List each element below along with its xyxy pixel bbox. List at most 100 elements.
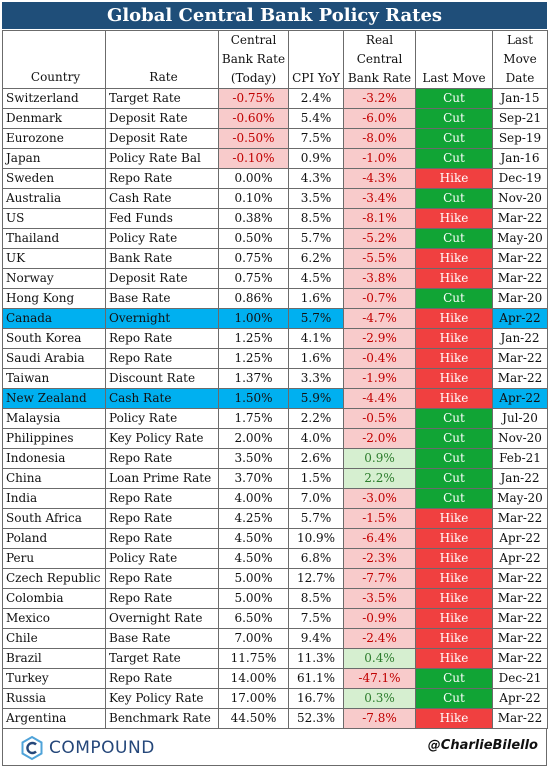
policy-rate-cell: 0.10% xyxy=(218,188,289,209)
real-rate-cell: -3.4% xyxy=(343,188,416,209)
cpi-cell: 1.5% xyxy=(288,468,344,489)
rate-name-cell: Repo Rate xyxy=(105,328,219,349)
cpi-cell: 5.9% xyxy=(288,388,344,409)
table-row: Canada Overnight 1.00% 5.7% -4.7% Hike Apr-22 xyxy=(2,308,548,329)
policy-rate-cell: 0.86% xyxy=(218,288,289,309)
table-row: Hong Kong Base Rate 0.86% 1.6% -0.7% Cut Mar-2… xyxy=(2,288,548,309)
last-move-badge: Hike xyxy=(415,388,493,409)
country-cell: Hong Kong xyxy=(2,288,106,309)
rate-name-cell: Bank Rate xyxy=(105,248,219,269)
last-move-badge: Hike xyxy=(415,568,493,589)
last-move-date-cell: Mar-22 xyxy=(492,268,548,289)
last-move-date-cell: Apr-22 xyxy=(492,548,548,569)
policy-rate-cell: -0.10% xyxy=(218,148,289,169)
country-cell: Colombia xyxy=(2,588,106,609)
last-move-badge: Cut xyxy=(415,188,493,209)
rate-name-cell: Repo Rate xyxy=(105,568,219,589)
last-move-date-cell: Apr-22 xyxy=(492,688,548,709)
real-rate-cell: -0.5% xyxy=(343,408,416,429)
table-row: New Zealand Cash Rate 1.50% 5.9% -4.4% Hike Ap… xyxy=(2,388,548,409)
last-move-badge: Cut xyxy=(415,228,493,249)
last-move-badge: Cut xyxy=(415,448,493,469)
real-rate-cell: -7.8% xyxy=(343,708,416,729)
header-rate: Rate xyxy=(105,30,219,89)
policy-rate-cell: 3.70% xyxy=(218,468,289,489)
cpi-cell: 3.5% xyxy=(288,188,344,209)
table-row: Australia Cash Rate 0.10% 3.5% -3.4% Cut Nov-2… xyxy=(2,188,548,209)
rate-name-cell: Deposit Rate xyxy=(105,268,219,289)
policy-rate-cell: 7.00% xyxy=(218,628,289,649)
table-row: Sweden Repo Rate 0.00% 4.3% -4.3% Hike Dec-19 xyxy=(2,168,548,189)
last-move-badge: Hike xyxy=(415,268,493,289)
cpi-cell: 7.5% xyxy=(288,608,344,629)
last-move-date-cell: Sep-19 xyxy=(492,128,548,149)
country-cell: Turkey xyxy=(2,668,106,689)
compound-logo-icon xyxy=(21,735,43,761)
policy-rate-cell: -0.60% xyxy=(218,108,289,129)
policy-rate-cell: 0.75% xyxy=(218,248,289,269)
real-rate-cell: 0.4% xyxy=(343,648,416,669)
real-rate-cell: 2.2% xyxy=(343,468,416,489)
rate-name-cell: Repo Rate xyxy=(105,668,219,689)
policy-rate-cell: 1.25% xyxy=(218,328,289,349)
page-title: Global Central Bank Policy Rates xyxy=(2,2,547,29)
last-move-date-cell: Mar-22 xyxy=(492,508,548,529)
table-row: Taiwan Discount Rate 1.37% 3.3% -1.9% Hike Mar… xyxy=(2,368,548,389)
table-row: India Repo Rate 4.00% 7.0% -3.0% Cut May-20 xyxy=(2,488,548,509)
header-last-move-date: Last Move Date xyxy=(492,30,548,89)
cpi-cell: 7.5% xyxy=(288,128,344,149)
policy-rate-cell: 0.50% xyxy=(218,228,289,249)
rate-name-cell: Cash Rate xyxy=(105,188,219,209)
policy-rate-cell: 1.25% xyxy=(218,348,289,369)
rate-name-cell: Policy Rate xyxy=(105,548,219,569)
last-move-badge: Cut xyxy=(415,668,493,689)
country-cell: South Korea xyxy=(2,328,106,349)
last-move-date-cell: Nov-20 xyxy=(492,188,548,209)
cpi-cell: 2.2% xyxy=(288,408,344,429)
country-cell: Argentina xyxy=(2,708,106,729)
last-move-date-cell: Mar-20 xyxy=(492,288,548,309)
rate-name-cell: Target Rate xyxy=(105,648,219,669)
last-move-badge: Cut xyxy=(415,288,493,309)
cpi-cell: 1.6% xyxy=(288,348,344,369)
author-handle: @CharlieBilello xyxy=(427,738,538,753)
real-rate-cell: 0.3% xyxy=(343,688,416,709)
real-rate-cell: -3.2% xyxy=(343,88,416,109)
country-cell: Australia xyxy=(2,188,106,209)
last-move-date-cell: Mar-22 xyxy=(492,248,548,269)
policy-rate-cell: 1.37% xyxy=(218,368,289,389)
last-move-badge: Hike xyxy=(415,548,493,569)
cpi-cell: 5.7% xyxy=(288,228,344,249)
real-rate-cell: -2.9% xyxy=(343,328,416,349)
table-row: Eurozone Deposit Rate -0.50% 7.5% -8.0% Cut Se… xyxy=(2,128,548,149)
header-real: Real Central Bank Rate xyxy=(343,30,416,89)
last-move-badge: Hike xyxy=(415,308,493,329)
table-row: Turkey Repo Rate 14.00% 61.1% -47.1% Cut Dec-2… xyxy=(2,668,548,689)
cpi-cell: 5.4% xyxy=(288,108,344,129)
policy-rate-cell: 0.75% xyxy=(218,268,289,289)
header-row: Country Rate Central Bank Rate (Today) C… xyxy=(2,30,548,89)
country-cell: India xyxy=(2,488,106,509)
country-cell: China xyxy=(2,468,106,489)
real-rate-cell: -2.3% xyxy=(343,548,416,569)
header-date-line3: Date xyxy=(505,71,535,85)
cpi-cell: 2.6% xyxy=(288,448,344,469)
table-body: Switzerland Target Rate -0.75% 2.4% -3.2% Cut… xyxy=(2,88,548,729)
country-cell: Chile xyxy=(2,628,106,649)
country-cell: Indonesia xyxy=(2,448,106,469)
real-rate-cell: -1.5% xyxy=(343,508,416,529)
last-move-date-cell: Feb-21 xyxy=(492,448,548,469)
header-country: Country xyxy=(2,30,106,89)
last-move-badge: Hike xyxy=(415,508,493,529)
country-cell: Mexico xyxy=(2,608,106,629)
table-row: Peru Policy Rate 4.50% 6.8% -2.3% Hike Apr-22 xyxy=(2,548,548,569)
real-rate-cell: -47.1% xyxy=(343,668,416,689)
cpi-cell: 8.5% xyxy=(288,208,344,229)
last-move-badge: Hike xyxy=(415,248,493,269)
country-cell: Poland xyxy=(2,528,106,549)
country-cell: Brazil xyxy=(2,648,106,669)
header-date-line1: Last xyxy=(506,33,534,47)
cpi-cell: 4.3% xyxy=(288,168,344,189)
country-cell: Japan xyxy=(2,148,106,169)
